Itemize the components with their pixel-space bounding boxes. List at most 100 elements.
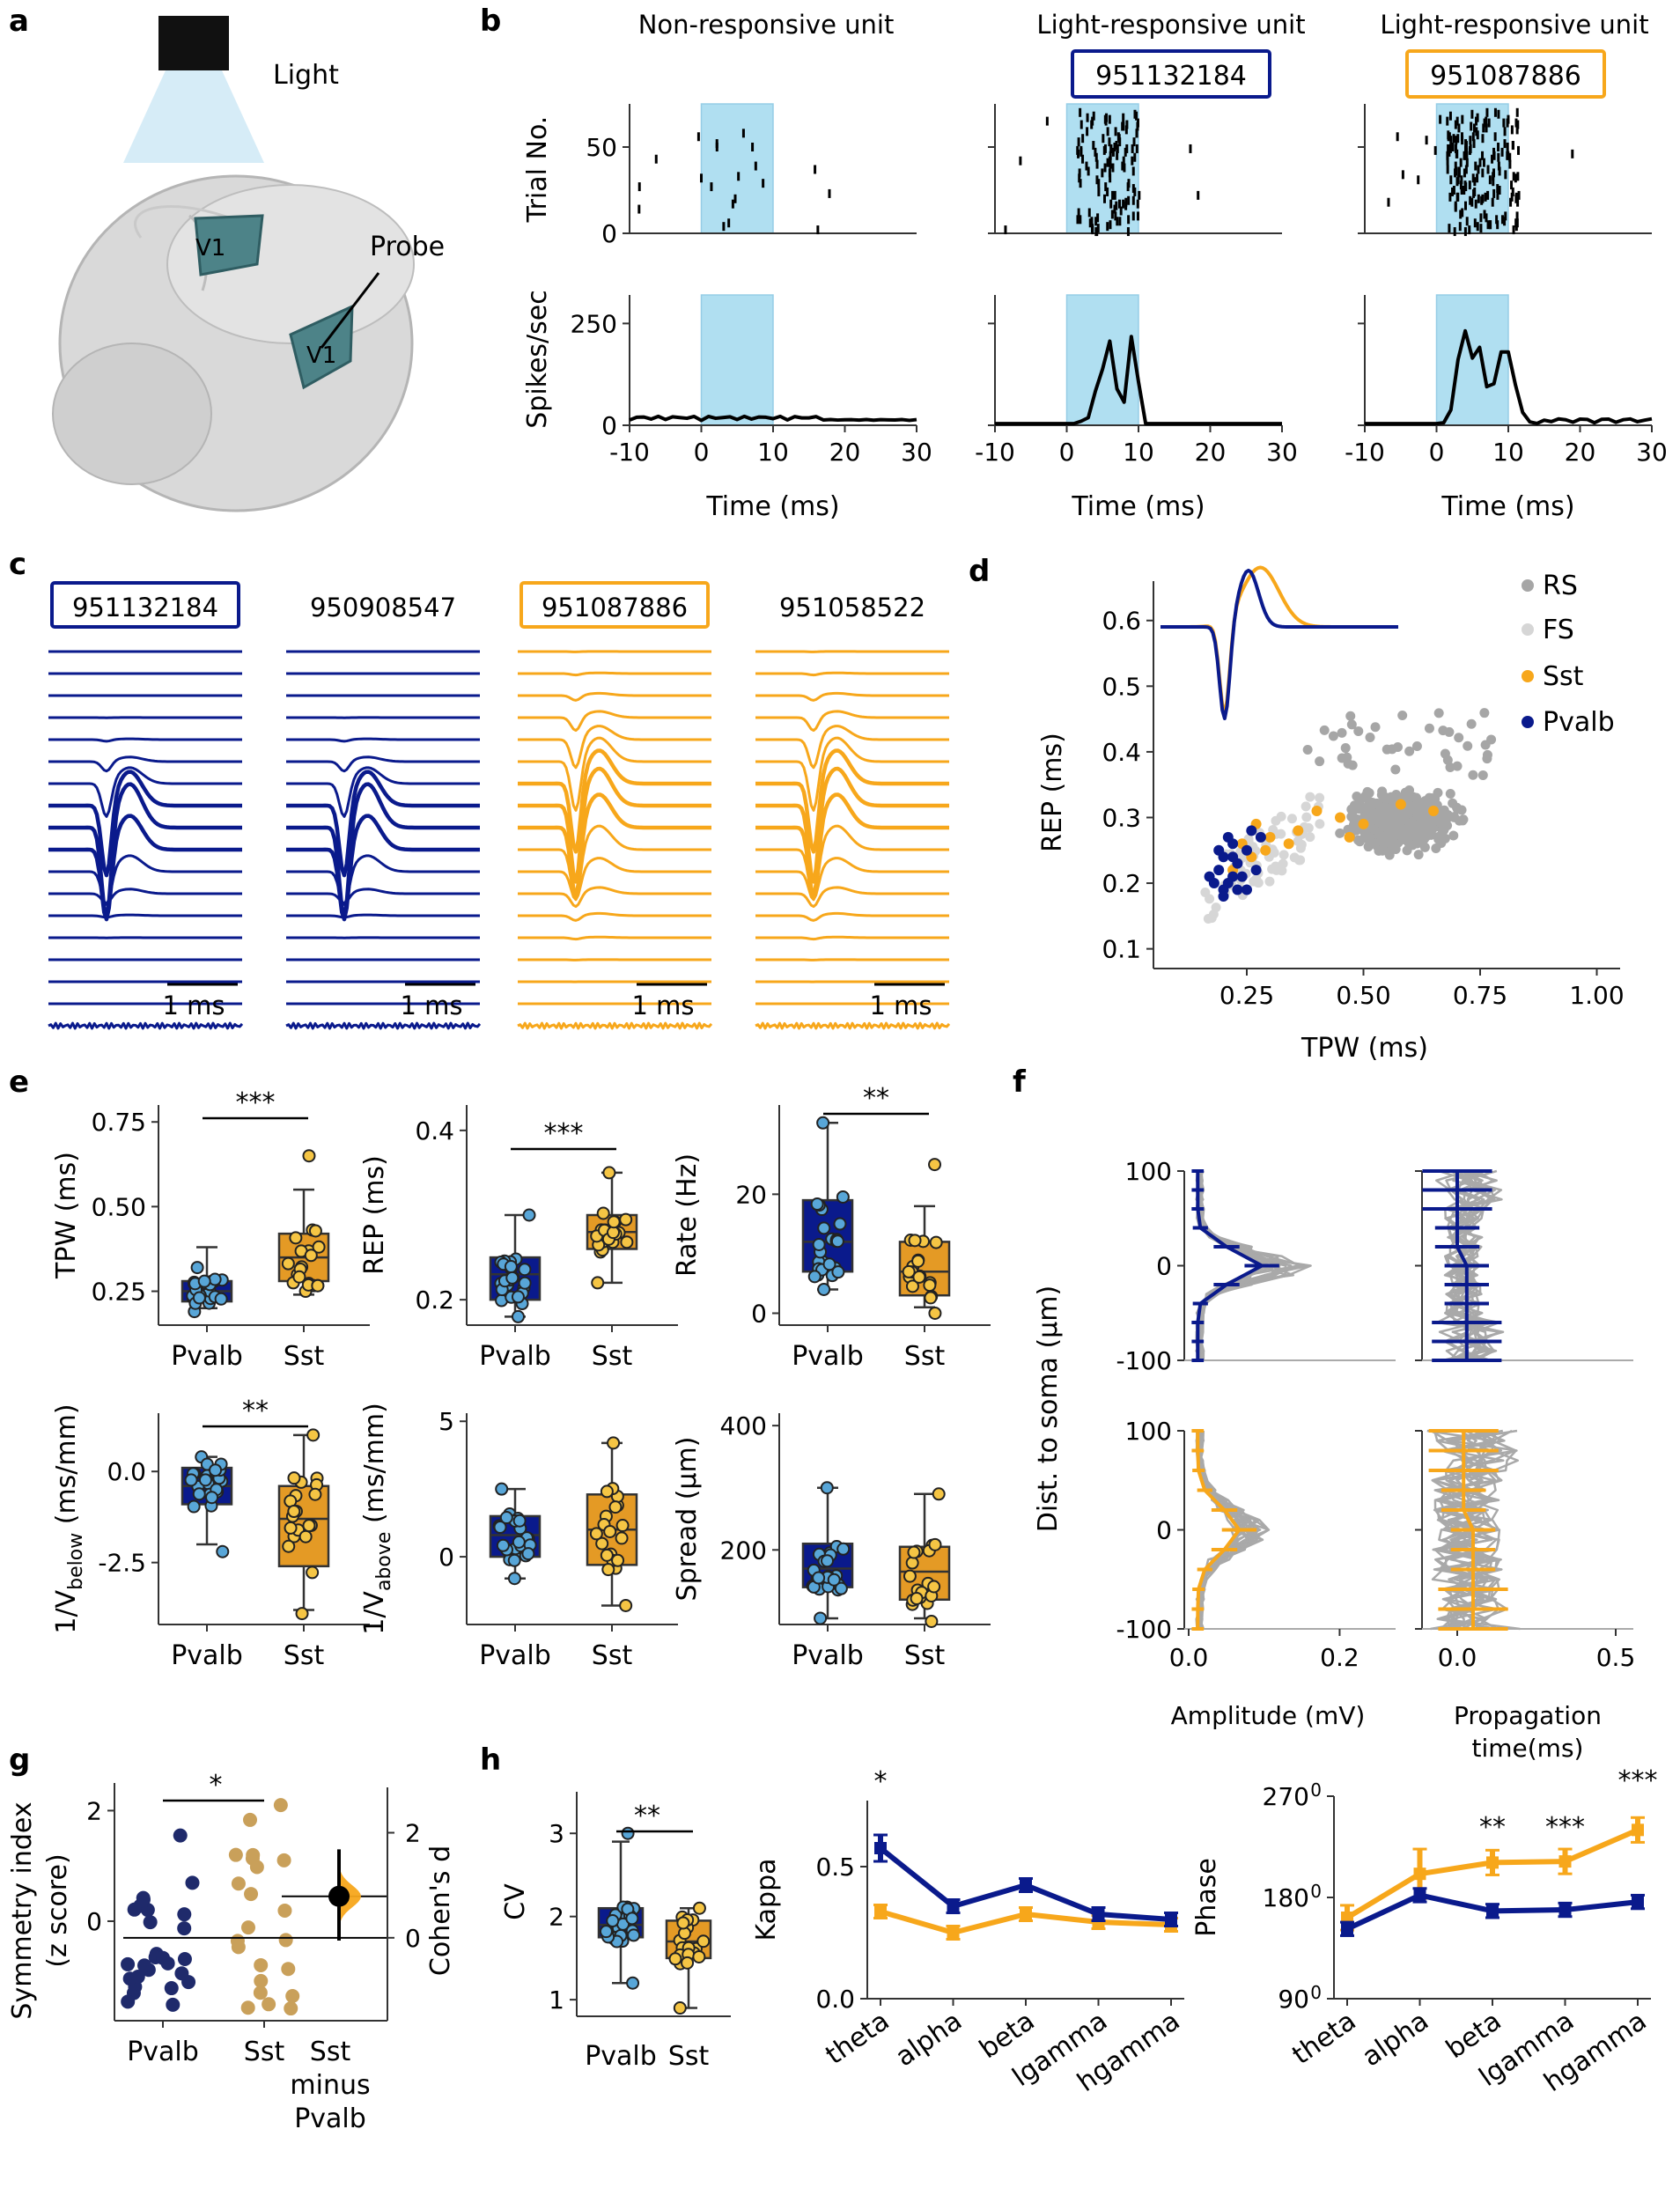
y-axis-label: Rate (Hz) bbox=[672, 1153, 703, 1277]
y-axis-label: REP (ms) bbox=[359, 1155, 390, 1275]
panel-label-f: f bbox=[1013, 1065, 1027, 1100]
data-point bbox=[911, 1254, 925, 1268]
data-point bbox=[600, 1548, 614, 1562]
data-point bbox=[284, 1521, 298, 1535]
ytick: 0.75 bbox=[92, 1108, 146, 1137]
diff-label: Sst bbox=[310, 2037, 351, 2067]
probe-line bbox=[320, 272, 380, 349]
waveform-trace bbox=[518, 857, 711, 902]
band-label: theta bbox=[820, 2006, 895, 2071]
waveform-trace bbox=[48, 854, 242, 906]
xtick: 30 bbox=[901, 438, 932, 467]
data-point bbox=[817, 1282, 831, 1296]
data-point bbox=[184, 1473, 198, 1487]
data-point bbox=[595, 1536, 609, 1551]
data-point bbox=[831, 1265, 845, 1279]
xtick: -10 bbox=[1345, 438, 1385, 467]
pvalb-point bbox=[1255, 831, 1266, 843]
sig-stars: * bbox=[874, 1766, 888, 1797]
data-point bbox=[282, 1539, 296, 1553]
sst-point bbox=[281, 1962, 296, 1977]
fs-point bbox=[1286, 814, 1297, 824]
rs-point bbox=[1413, 850, 1424, 860]
data-point bbox=[192, 1487, 206, 1501]
data-point bbox=[600, 1484, 614, 1499]
data-point bbox=[932, 1487, 946, 1501]
waveform-trace bbox=[518, 886, 711, 909]
waveform-trace bbox=[755, 857, 949, 902]
pvalb-point bbox=[121, 1956, 136, 1971]
rs-point bbox=[1414, 828, 1425, 838]
ytick-degree: 0 bbox=[1310, 1881, 1322, 1902]
fs-point bbox=[1205, 894, 1215, 904]
waveform-trace bbox=[48, 782, 242, 919]
ytick: 2 bbox=[86, 1796, 102, 1825]
pvalb-point bbox=[177, 1907, 192, 1922]
unit-id: 951087886 bbox=[542, 593, 688, 623]
panel-label-b: b bbox=[480, 4, 501, 39]
waveform-trace bbox=[518, 736, 711, 812]
scale-bar-label: 1 ms bbox=[869, 991, 932, 1020]
ylabel-sub: below bbox=[65, 1533, 87, 1590]
unit-id: 951087886 bbox=[1430, 61, 1581, 92]
sst-point bbox=[273, 1798, 288, 1813]
ytick: 0.4 bbox=[415, 1116, 454, 1146]
data-point bbox=[902, 1264, 916, 1278]
fs-point bbox=[1211, 902, 1221, 913]
x-axis-label: Time (ms) bbox=[705, 491, 839, 522]
data-point bbox=[602, 1166, 616, 1180]
data-point bbox=[668, 1952, 682, 1966]
pvalb-point bbox=[121, 1994, 136, 2009]
data-point bbox=[927, 1580, 941, 1594]
data-point bbox=[295, 1607, 309, 1621]
pvalb-point bbox=[137, 1958, 152, 1973]
pvalb-point bbox=[164, 1981, 179, 1996]
rs-point bbox=[1375, 829, 1386, 840]
data-point bbox=[493, 1520, 507, 1534]
y-axis-label: 1/Vbelow (ms/mm) bbox=[51, 1403, 87, 1633]
data-point bbox=[192, 1291, 206, 1305]
data-point bbox=[190, 1261, 204, 1275]
waveform-trace bbox=[48, 814, 242, 922]
panel-d-scatter: 0.1 0.2 0.3 0.4 0.5 0.6 0.25 0.50 0.75 1.00 TPW (m… bbox=[1037, 565, 1625, 1064]
rs-point bbox=[1427, 816, 1438, 827]
xtick: 30 bbox=[1266, 438, 1298, 467]
data-point bbox=[928, 1158, 942, 1172]
xtick: 0.25 bbox=[1219, 981, 1274, 1010]
data-point bbox=[198, 1473, 212, 1487]
sig-stars: ** bbox=[863, 1083, 889, 1114]
xtick: 1.00 bbox=[1569, 981, 1624, 1010]
rs-point bbox=[1436, 811, 1447, 821]
ytick: 0 bbox=[438, 1543, 454, 1572]
data-point bbox=[907, 1545, 921, 1559]
ytick: 90 bbox=[1278, 1985, 1309, 2014]
ytick: 1 bbox=[549, 1985, 564, 2015]
data-point bbox=[836, 1190, 850, 1204]
data-point bbox=[499, 1511, 513, 1525]
data-point bbox=[304, 1249, 318, 1263]
series-marker bbox=[1165, 1913, 1177, 1926]
waveform-trace bbox=[755, 886, 949, 909]
fs-point bbox=[1301, 812, 1312, 822]
series-marker bbox=[874, 1905, 887, 1918]
raster-y-label: Trial No. bbox=[522, 116, 553, 224]
panel-e-boxplots: 0.25 0.50 0.75 Pvalb Sst *** TPW (ms) 0.2 0.4 Pva… bbox=[51, 1083, 991, 1671]
pvalb-point bbox=[177, 1951, 192, 1966]
waveform-trace bbox=[755, 824, 949, 900]
data-point bbox=[601, 1563, 615, 1577]
series-marker bbox=[1341, 1912, 1353, 1924]
xtick: 20 bbox=[1565, 438, 1596, 467]
data-point bbox=[692, 1949, 706, 1963]
ytick: 0.1 bbox=[1102, 935, 1141, 964]
data-point bbox=[621, 1826, 635, 1840]
light-window bbox=[1065, 294, 1139, 426]
waveform-trace bbox=[755, 736, 949, 812]
rs-point bbox=[1466, 718, 1477, 729]
sst-point bbox=[262, 1997, 276, 2012]
y-axis-label: 1/Vabove (ms/mm) bbox=[359, 1403, 395, 1635]
sst-point bbox=[1335, 812, 1345, 823]
unit-title: Light-responsive unit bbox=[1036, 10, 1305, 40]
series-marker bbox=[1092, 1908, 1105, 1920]
rs-point bbox=[1445, 789, 1455, 799]
